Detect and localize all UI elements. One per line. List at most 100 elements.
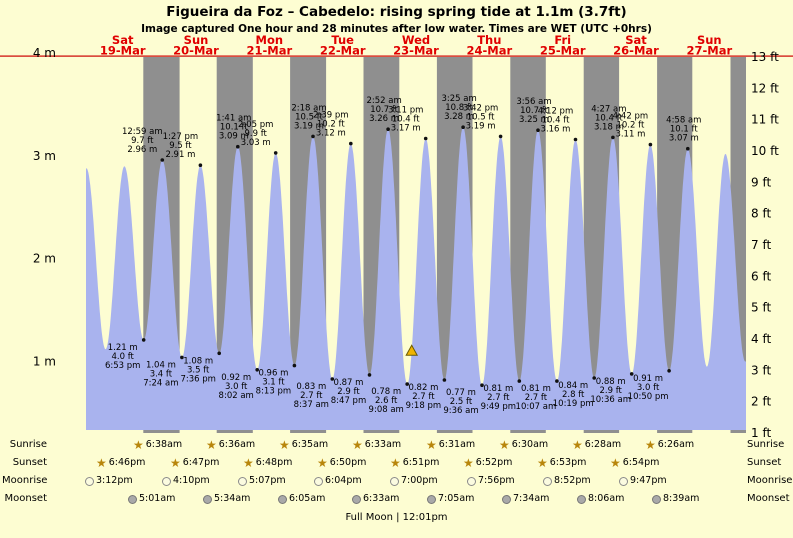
page-subtitle: Image captured One hour and 28 minutes a… (141, 23, 652, 35)
sunrise-time-item: ★ 6:33am (352, 438, 401, 452)
sunset-row-label-right: Sunset (747, 457, 782, 468)
sunset-time: 6:51pm (402, 457, 440, 468)
y-right-tick: 11 ft (751, 113, 779, 127)
low-tide-label: 1.21 m 4.0 ft 6:53 pm (105, 343, 140, 371)
moonrise-time: 7:00pm (401, 475, 438, 486)
tide-extreme-dot (555, 379, 559, 383)
sunset-star-icon: ★ (317, 456, 328, 470)
moonrise-time-item: 7:56pm (467, 474, 515, 488)
day-label: Thu 24-Mar (466, 33, 512, 58)
sunset-time-item: ★ 6:48pm (243, 456, 292, 470)
moonrise-icon (390, 476, 399, 486)
tide-extreme-dot (273, 151, 278, 155)
sunset-time-item: ★ 6:53pm (537, 456, 586, 470)
tide-extreme-dot (349, 141, 353, 146)
tide-extreme-dot (573, 137, 578, 142)
sunset-time-item: ★ 6:46pm (96, 456, 145, 470)
moonrise-time-item: 3:12pm (85, 474, 133, 488)
day-labels: Sat 19-Mar Sun 20-Mar Mon 21-Mar Tue 22-Mar Wed 2… (100, 33, 733, 58)
tide-extreme-dot (160, 158, 165, 162)
sunrise-time: 6:35am (291, 439, 329, 450)
tide-extreme-dot (648, 142, 653, 147)
sunrise-time-item: ★ 6:36am (206, 438, 255, 452)
y-right-tick: 6 ft (751, 269, 771, 283)
moonset-time: 5:01am (139, 493, 176, 504)
day-label: Sat 26-Mar (613, 33, 659, 58)
low-tide-label: 0.96 m 3.1 ft 8:13 pm (256, 369, 291, 397)
sunrise-time: 6:36am (218, 439, 256, 450)
tide-annotations: 1.21 m 4.0 ft 6:53 pm 12:59 am 9.7 ft 2.96 m1… (105, 94, 701, 416)
sunrise-star-icon: ★ (352, 438, 363, 452)
moonrise-time: 9:47pm (630, 475, 667, 486)
tide-extreme-dot (141, 338, 146, 342)
low-tide-label: 0.82 m 2.7 ft 9:18 pm (406, 383, 441, 411)
sunset-star-icon: ★ (537, 456, 548, 470)
moonset-time-item: 6:05am (278, 492, 325, 506)
y-axis-right: 1 ft 2 ft 3 ft 4 ft 5 ft 6 ft 7 ft 8 ft 9 ft 10 f… (751, 50, 779, 440)
high-tide-label: 3:42 pm 10.5 ft 3.19 m (463, 103, 498, 131)
sunrise-time: 6:31am (438, 439, 476, 450)
low-tide-label: 0.84 m 2.8 ft 10:19 pm (553, 381, 594, 409)
moonrise-icon (619, 476, 628, 486)
y-left-tick: 4 m (33, 46, 56, 60)
high-tide-label: 3:25 am 10.8 ft 3.28 m (441, 94, 476, 122)
tide-extreme-dot (592, 376, 596, 380)
low-tide-label: 0.81 m 2.7 ft 10:07 am (516, 384, 557, 412)
high-tide-label: 1:27 pm 9.5 ft 2.91 m (163, 132, 198, 160)
sunrise-time-item: ★ 6:26am (645, 438, 694, 452)
moonset-time: 8:39am (663, 493, 700, 504)
tide-extreme-dot (405, 382, 410, 386)
y-left-tick: 1 m (33, 355, 56, 369)
high-tide-label: 3:11 pm 10.4 ft 3.17 m (388, 106, 423, 134)
sunset-time: 6:52pm (475, 457, 513, 468)
low-tide-label: 0.78 m 2.6 ft 9:08 am (369, 387, 404, 415)
sunrise-time: 6:28am (584, 439, 622, 450)
tide-extreme-dot (686, 146, 690, 151)
y-right-tick: 7 ft (751, 238, 771, 252)
day-label: Sun 27-Mar (686, 33, 732, 58)
sunrise-time-item: ★ 6:38am (133, 438, 182, 452)
sunset-star-icon: ★ (610, 456, 621, 470)
tide-extreme-dot (198, 163, 203, 167)
moonset-icon (427, 494, 436, 504)
tide-extreme-dot (498, 134, 503, 139)
y-right-tick: 1 ft (751, 426, 771, 440)
day-label: Sat 19-Mar (100, 33, 146, 58)
high-tide-label: 12:59 am 9.7 ft 2.96 m (122, 127, 163, 155)
sunrise-time: 6:33am (364, 439, 402, 450)
sunset-time-item: ★ 6:52pm (463, 456, 512, 470)
moonrise-time: 7:56pm (478, 475, 515, 486)
sunrise-time: 6:30am (511, 439, 549, 450)
sunrise-row-label-left: Sunrise (9, 439, 47, 450)
tide-extreme-dot (217, 351, 221, 356)
high-tide-label: 4:58 am 10.1 ft 3.07 m (666, 116, 701, 144)
tide-extreme-dot (180, 355, 184, 360)
day-label: Mon 21-Mar (246, 33, 292, 58)
sunrise-time: 6:38am (145, 439, 183, 450)
moonset-time-item: 8:39am (652, 492, 699, 506)
moonset-icon (652, 494, 661, 504)
sunset-time: 6:50pm (329, 457, 367, 468)
tide-extreme-dot (236, 144, 240, 149)
sunset-time: 6:48pm (255, 457, 293, 468)
moonrise-icon (238, 476, 247, 486)
y-right-tick: 13 ft (751, 50, 779, 64)
moonset-time-item: 7:05am (427, 492, 474, 506)
moonrise-icon (162, 476, 171, 486)
moonset-time: 7:05am (438, 493, 475, 504)
sunrise-star-icon: ★ (645, 438, 656, 452)
low-tide-label: 0.87 m 2.9 ft 8:47 pm (331, 378, 366, 406)
low-tide-label: 0.83 m 2.7 ft 8:37 am (294, 382, 329, 410)
moonrise-time-item: 6:04pm (314, 474, 362, 488)
sunset-time-item: ★ 6:54pm (610, 456, 659, 470)
moonrise-time-item: 4:10pm (162, 474, 210, 488)
moonrise-time: 6:04pm (325, 475, 362, 486)
tide-extreme-dot (629, 372, 634, 376)
moonset-time-item: 6:33am (352, 492, 399, 506)
y-right-tick: 5 ft (751, 301, 771, 315)
moonset-icon (502, 494, 511, 504)
current-tide-marker (405, 344, 419, 356)
y-left-tick: 3 m (33, 149, 56, 163)
moonrise-icon (314, 476, 323, 486)
